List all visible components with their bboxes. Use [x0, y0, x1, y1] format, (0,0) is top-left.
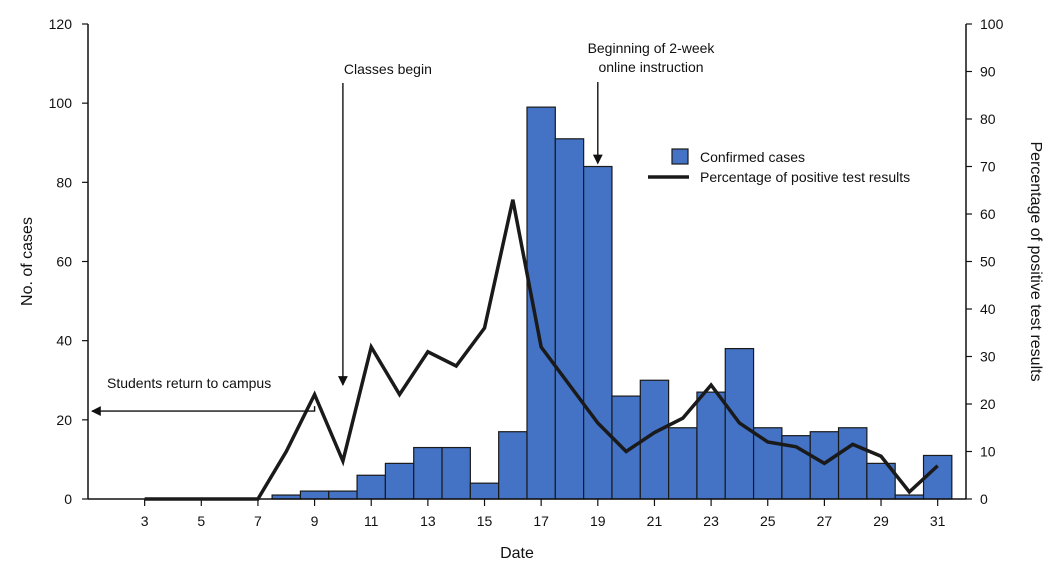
x-tick-label-11: 11	[364, 513, 379, 529]
bar-11	[356, 474, 386, 500]
y2-tick-label-30: 30	[980, 349, 996, 365]
y2-tick-label-100: 100	[980, 16, 1004, 32]
bar-9	[299, 490, 330, 500]
x-tick-label-21: 21	[647, 513, 663, 529]
y2-tick-label-0: 0	[980, 491, 988, 507]
bar-12	[384, 462, 415, 500]
annotation-online-instruction-line1: Beginning of 2-week	[588, 40, 716, 56]
annotation-online-instruction-line2: online instruction	[598, 59, 703, 75]
y-tick-label-0: 0	[64, 491, 72, 507]
x-tick-label-27: 27	[817, 513, 833, 529]
legend: Confirmed cases Percentage of positive t…	[648, 148, 910, 185]
y2-tick-label-10: 10	[980, 444, 996, 460]
legend-label-percentage-positive: Percentage of positive test results	[700, 169, 910, 185]
line-layer	[144, 199, 939, 501]
x-tick-label-15: 15	[477, 513, 493, 529]
y2-tick-label-50: 50	[980, 254, 996, 270]
y2-tick-label-20: 20	[980, 396, 996, 412]
x-tick-label-25: 25	[760, 513, 776, 529]
x-tick-label-19: 19	[590, 513, 606, 529]
annotation-students-return: Students return to campus	[107, 375, 271, 391]
y-tick-label-60: 60	[56, 254, 72, 270]
y-tick-label-40: 40	[56, 333, 72, 349]
annotations-layer: Students return to campus Classes begin Be…	[91, 40, 716, 416]
line-percentage-positive	[144, 199, 939, 501]
bar-16	[498, 431, 528, 500]
bar-15	[469, 482, 500, 500]
x-tick-label-13: 13	[420, 513, 436, 529]
bar-25	[752, 427, 783, 500]
x-tick-label-9: 9	[311, 513, 319, 529]
bars-layer	[271, 106, 953, 500]
y-tick-label-20: 20	[56, 412, 72, 428]
y2-tick-label-70: 70	[980, 159, 996, 175]
y2-tick-label-40: 40	[980, 301, 996, 317]
bar-10	[328, 490, 358, 500]
bar-22	[668, 427, 698, 500]
legend-label-confirmed-cases: Confirmed cases	[700, 149, 805, 165]
y2-tick-label-80: 80	[980, 111, 996, 127]
y-tick-label-100: 100	[49, 95, 73, 111]
y2-axis-title: Percentage of positive test results	[1027, 141, 1044, 381]
bar-19	[583, 165, 613, 500]
x-tick-label-17: 17	[533, 513, 549, 529]
bar-20	[611, 395, 641, 500]
x-tick-label-3: 3	[141, 513, 149, 529]
x-axis-title: Date	[500, 545, 534, 562]
x-tick-label-29: 29	[873, 513, 889, 529]
y2-tick-label-90: 90	[980, 64, 996, 80]
x-tick-label-7: 7	[254, 513, 262, 529]
y-tick-label-120: 120	[49, 16, 73, 32]
bar-28	[837, 427, 868, 500]
y2-tick-label-60: 60	[980, 206, 996, 222]
bar-14	[441, 446, 471, 500]
annotation-classes-begin: Classes begin	[344, 61, 432, 77]
y-tick-label-80: 80	[56, 174, 72, 190]
legend-swatch-confirmed-cases	[671, 148, 689, 165]
x-tick-label-5: 5	[197, 513, 205, 529]
y-axis-title: No. of cases	[19, 217, 36, 306]
x-tick-label-23: 23	[703, 513, 719, 529]
x-tick-label-31: 31	[930, 513, 946, 529]
annotation-arrow-students-return	[91, 406, 316, 416]
axes-layer: 0 20 40 60 80 100 120 0 10 20 30 40 50 60 70 80 90 100 3 5 7…	[49, 16, 1004, 529]
bar-13	[413, 446, 443, 500]
bar-23	[696, 391, 726, 500]
bar-18	[554, 138, 585, 500]
